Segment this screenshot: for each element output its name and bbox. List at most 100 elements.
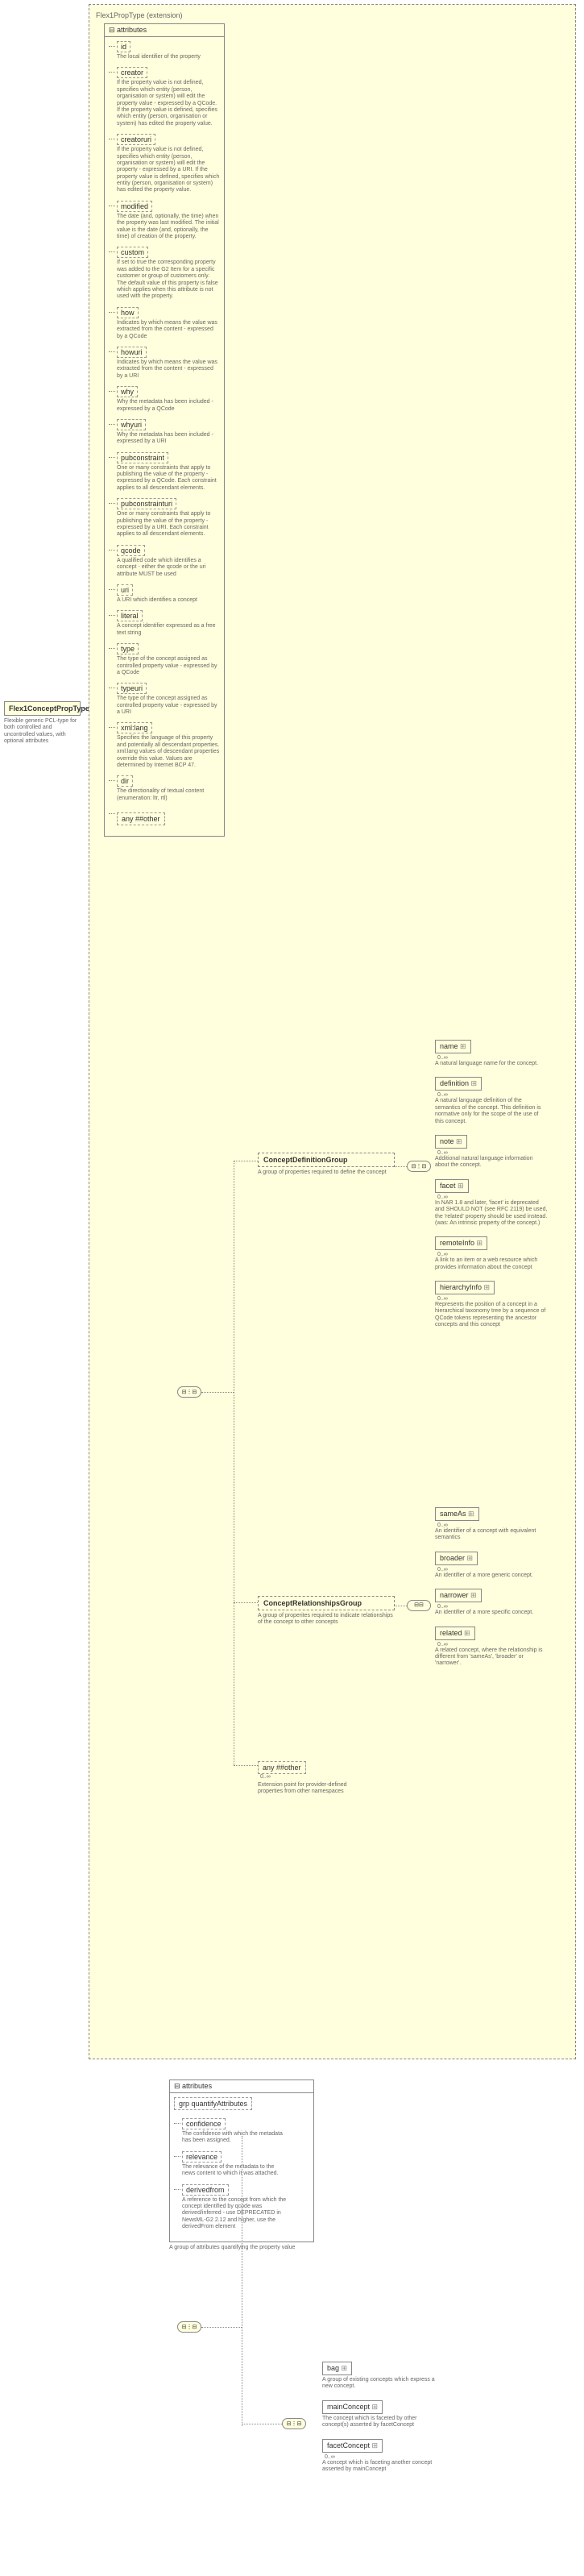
element-item: remoteInfo0..∞A link to an item or a web… (435, 1236, 548, 1271)
attr-item: xml:langSpecifies the language of this p… (109, 722, 220, 769)
attr-desc: If the property value is not defined, sp… (117, 80, 220, 127)
elem-desc: A related concept, where the relationshi… (435, 1647, 548, 1668)
quantify-grp: grp quantifyAttributes (174, 2097, 252, 2110)
attr-name: pubconstraint (117, 452, 168, 463)
element-item: sameAs0..∞An identifier of a concept wit… (435, 1507, 548, 1542)
def-sequence (407, 1161, 431, 1172)
elem-name: hierarchyInfo (435, 1281, 495, 1294)
attr-item: pubconstrainturiOne or many constraints … (109, 498, 220, 538)
attribute-list: idThe local identifier of the property cr… (105, 37, 224, 836)
attr-item: whyuri Why the metadata has been included… (109, 419, 220, 446)
rel-choice (407, 1600, 431, 1611)
attr-name: pubconstrainturi (117, 498, 176, 509)
quantify-desc: A group of attributes quantifying the pr… (169, 2245, 306, 2251)
concept-rel-group: ConceptRelationshipsGroup A group of pro… (258, 1596, 395, 1627)
element-item: facet0..∞In NAR 1.8 and later, 'facet' i… (435, 1179, 548, 1228)
attr-desc: The local identifier of the property (117, 54, 220, 60)
element-item: mainConcept The concept which is faceted … (322, 2400, 435, 2429)
attr-name: derivedfrom (182, 2184, 229, 2196)
elem-name: mainConcept (322, 2400, 383, 2414)
elem-card: 0..∞ (437, 1567, 548, 1573)
attr-desc: The date (and, optionally, the time) whe… (117, 214, 220, 241)
elem-name: name (435, 1040, 471, 1053)
elem-card: 0..∞ (437, 1296, 548, 1302)
element-item: bagA group of existing concepts which ex… (322, 2362, 435, 2391)
element-item: hierarchyInfo 0..∞Represents the position… (435, 1281, 548, 1329)
bag-section: bagA group of existing concepts which ex… (322, 2362, 435, 2483)
attr-item: dirThe directionality of textual content… (109, 775, 220, 802)
elem-name: remoteInfo (435, 1236, 487, 1250)
attr-name: qcode (117, 545, 145, 556)
attr-name: modified (117, 201, 152, 212)
elem-name: broader (435, 1552, 478, 1565)
attr-desc: A reference to the concept from which th… (182, 2197, 287, 2231)
attr-item: idThe local identifier of the property (109, 41, 220, 60)
attr-name: xml:lang (117, 722, 152, 733)
elem-name: facet (435, 1179, 469, 1193)
concept-def-desc: A group of properties required to define… (258, 1170, 395, 1176)
attr-item: typeThe type of the concept assigned as … (109, 643, 220, 676)
attr-item: pubconstraintOne or many constraints tha… (109, 452, 220, 492)
attr-name: uri (117, 584, 133, 596)
root-type-desc: Flexible generic PCL-type for both contr… (4, 718, 81, 746)
elem-desc: An identifier of a more specific concept… (435, 1610, 548, 1616)
attr-desc: The confidence with which the metadata h… (182, 2131, 287, 2145)
attr-name: creator (117, 67, 147, 78)
attr-name: confidence (182, 2118, 226, 2129)
elem-card: 0..∞ (325, 2454, 435, 2460)
elem-name: narrower (435, 1589, 482, 1602)
attr-name: how (117, 307, 139, 318)
attr-item: modified The date (and, optionally, the t… (109, 201, 220, 241)
extension-container: Flex1PropType (extension) attributes idT… (89, 4, 576, 2059)
elem-name: definition (435, 1077, 482, 1091)
concept-rel-desc: A group of properites required to indica… (258, 1613, 395, 1627)
attr-name: literal (117, 610, 143, 621)
elem-desc: A link to an item or a web resource whic… (435, 1257, 548, 1271)
attributes-box: attributes idThe local identifier of the… (104, 23, 225, 837)
element-item: related 0..∞A related concept, where the … (435, 1627, 548, 1668)
any-other-label: any ##other (258, 1761, 306, 1774)
any-other-card: 0..∞ (260, 1774, 362, 1780)
elem-card: 0..∞ (437, 1195, 548, 1200)
element-item: definition0..∞A natural language definit… (435, 1077, 548, 1125)
element-item: note0..∞Additional natural language info… (435, 1135, 548, 1170)
main-sequence (177, 1386, 201, 1398)
element-item: narrower0..∞An identifier of a more spec… (435, 1589, 548, 1616)
attr-name: creatoruri (117, 134, 155, 145)
elem-name: facetConcept (322, 2439, 383, 2453)
attr-item: qcodeA qualified code which identifies a… (109, 545, 220, 578)
attr-desc: Why the metadata has been included - exp… (117, 399, 220, 413)
elem-card: 0..∞ (437, 1092, 548, 1098)
element-item: facetConcept0..∞A concept which is facet… (322, 2439, 435, 2474)
attr-item: uriA URI which identifies a concept (109, 584, 220, 604)
elem-desc: An identifier of a concept with equivale… (435, 1528, 548, 1542)
attr-name: whyuri (117, 419, 146, 430)
def-seq-h (395, 1166, 407, 1167)
main-h-1 (201, 1392, 234, 1393)
attr-item: customIf set to true the corresponding p… (109, 247, 220, 300)
concept-rel-name: ConceptRelationshipsGroup (258, 1596, 395, 1610)
attr-name: custom (117, 247, 148, 258)
attr-item: literalA concept identifier expressed as… (109, 610, 220, 637)
elem-card: 0..∞ (437, 1642, 548, 1647)
root-type: Flex1ConceptPropType Flexible generic PC… (4, 701, 81, 746)
any-other-elem: any ##other 0..∞ Extension point for pro… (258, 1757, 362, 1796)
concept-def-name: ConceptDefinitionGroup (258, 1153, 395, 1167)
attr-desc: Why the metadata has been included - exp… (117, 432, 220, 446)
elem-desc: Represents the position of a concept in … (435, 1302, 548, 1329)
elem-name: sameAs (435, 1507, 479, 1521)
attr-name: howuri (117, 347, 147, 358)
elem-name: note (435, 1135, 467, 1149)
attr-item: howuriIndicates by which means the value… (109, 347, 220, 380)
attr-item: creator If the property value is not defi… (109, 67, 220, 127)
attr-name: why (117, 386, 138, 397)
elem-desc: A natural language name for the concept. (435, 1061, 548, 1067)
elem-desc: The concept which is faceted by other co… (322, 2416, 435, 2429)
attr-desc: The type of the concept assigned as cont… (117, 696, 220, 716)
attr-desc: The relevance of the metadata to the new… (182, 2164, 287, 2178)
elem-name: related (435, 1627, 475, 1640)
extension-label: Flex1PropType (extension) (96, 11, 569, 19)
quantify-header: attributes (170, 2080, 313, 2093)
attr-desc: The type of the concept assigned as cont… (117, 656, 220, 676)
to-any (234, 1765, 258, 1766)
